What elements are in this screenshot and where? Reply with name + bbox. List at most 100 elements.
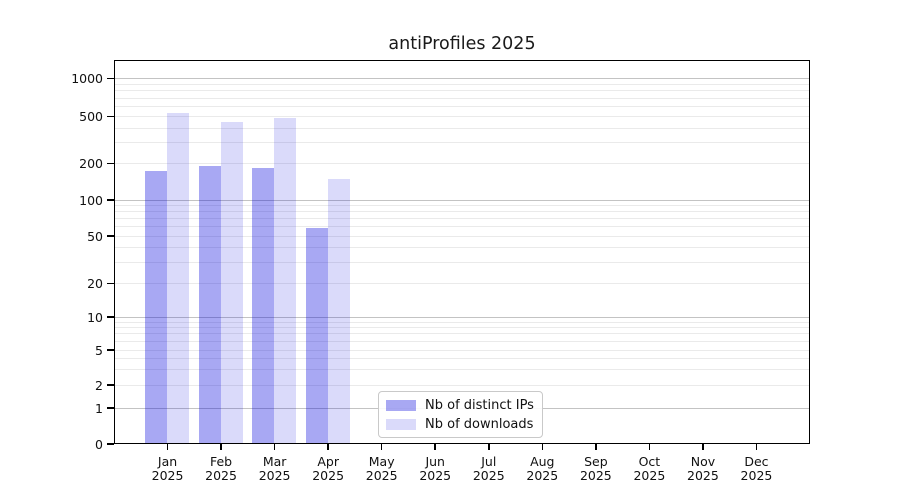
x-tick-year: 2025 — [687, 468, 719, 483]
minor-gridline — [115, 333, 809, 335]
x-tick-month: May — [368, 454, 395, 469]
minor-gridline — [115, 211, 809, 213]
minor-gridline — [115, 127, 809, 129]
x-tick — [702, 444, 704, 450]
x-tick-year: 2025 — [740, 468, 773, 483]
plot-area — [114, 60, 810, 444]
minor-gridline — [115, 142, 809, 144]
legend: Nb of distinct IPs Nb of downloads — [378, 391, 543, 438]
x-tick — [755, 444, 758, 450]
x-tick — [166, 444, 169, 450]
x-tick-label: Feb 2025 — [189, 455, 253, 483]
minor-gridline — [115, 163, 809, 164]
minor-gridline — [115, 116, 809, 118]
y-tick — [107, 407, 114, 409]
legend-swatch-downloads — [386, 418, 416, 430]
y-tick-label: 0 — [95, 436, 103, 452]
y-tick — [107, 199, 114, 201]
x-tick-label: Dec 2025 — [724, 455, 788, 483]
y-tick-label: 2 — [95, 377, 103, 393]
y-tick — [107, 115, 114, 118]
x-tick-month: Dec — [744, 454, 769, 469]
minor-gridline — [115, 97, 809, 99]
bar-downloads-apr — [327, 179, 350, 444]
major-gridline — [115, 316, 809, 318]
minor-gridline — [115, 321, 809, 323]
bar-downloads-feb — [220, 121, 243, 444]
minor-gridline — [115, 327, 809, 329]
y-tick — [107, 443, 114, 445]
y-tick — [107, 162, 114, 165]
minor-gridline — [115, 235, 809, 237]
x-tick-year: 2025 — [258, 468, 291, 483]
x-tick-label: Nov 2025 — [671, 455, 735, 483]
y-tick — [107, 316, 114, 318]
minor-gridline — [115, 204, 809, 206]
legend-label-downloads: Nb of downloads — [425, 416, 534, 432]
major-gridline — [115, 77, 809, 79]
legend-item-downloads: Nb of downloads — [386, 417, 534, 432]
x-tick-label: Oct 2025 — [617, 455, 681, 483]
y-tick-label: 20 — [87, 276, 103, 291]
x-tick-month: Jan — [157, 454, 178, 469]
x-tick-label: Aug 2025 — [510, 455, 574, 483]
y-tick-label: 100 — [79, 192, 103, 208]
y-tick — [107, 77, 114, 80]
bar-distinct-ips-mar — [252, 167, 275, 444]
y-tick-label: 200 — [79, 156, 103, 171]
minor-gridline — [115, 283, 809, 284]
bar-distinct-ips-apr — [305, 227, 328, 444]
x-tick — [648, 444, 651, 450]
x-tick-month: Jun — [425, 454, 445, 469]
minor-gridline — [115, 226, 809, 228]
x-tick — [595, 444, 597, 450]
minor-gridline — [115, 384, 809, 386]
y-tick-label: 1 — [95, 400, 103, 416]
x-tick-label: May 2025 — [350, 455, 414, 483]
x-tick — [273, 444, 276, 450]
x-tick — [327, 444, 329, 450]
y-tick-label: 10 — [87, 309, 103, 325]
major-gridline — [115, 199, 809, 201]
minor-gridline — [115, 358, 809, 360]
legend-label-distinct-ips: Nb of distinct IPs — [425, 397, 534, 413]
bar-distinct-ips-feb — [198, 166, 221, 444]
x-tick-label: Mar 2025 — [243, 455, 307, 483]
minor-gridline — [115, 83, 809, 85]
x-tick-year: 2025 — [526, 468, 559, 483]
minor-gridline — [115, 349, 809, 351]
x-tick-month: Sep — [584, 454, 608, 469]
x-tick-label: Apr 2025 — [296, 455, 360, 483]
x-tick — [487, 444, 490, 450]
x-tick-month: Jul — [481, 454, 497, 469]
y-tick — [107, 235, 114, 237]
x-tick-month: Apr — [317, 454, 339, 469]
x-tick-month: Nov — [690, 454, 716, 469]
y-tick — [107, 384, 114, 386]
y-tick-label: 50 — [87, 228, 103, 244]
x-tick-month: Feb — [209, 454, 233, 469]
x-tick-year: 2025 — [365, 468, 398, 483]
x-tick-label: Jul 2025 — [457, 455, 521, 483]
y-tick — [107, 282, 114, 285]
x-tick-year: 2025 — [633, 468, 666, 483]
x-tick-year: 2025 — [579, 468, 612, 483]
bar-downloads-mar — [274, 118, 297, 444]
minor-gridline — [115, 340, 809, 342]
x-tick-label: Sep 2025 — [564, 455, 628, 483]
x-tick-label: Jun 2025 — [403, 455, 467, 483]
y-tick-label: 5 — [95, 342, 103, 358]
x-tick-year: 2025 — [472, 468, 505, 483]
x-tick-month: Oct — [638, 454, 661, 469]
x-tick-year: 2025 — [312, 468, 345, 483]
chart-title: antiProfiles 2025 — [388, 34, 536, 54]
minor-gridline — [115, 106, 809, 108]
legend-swatch-distinct-ips — [386, 399, 416, 411]
bar-downloads-jan — [167, 113, 190, 444]
x-tick-label: Jan 2025 — [136, 455, 200, 483]
minor-gridline — [115, 369, 809, 370]
x-tick — [541, 444, 544, 450]
x-tick-year: 2025 — [151, 468, 184, 483]
minor-gridline — [115, 218, 809, 220]
